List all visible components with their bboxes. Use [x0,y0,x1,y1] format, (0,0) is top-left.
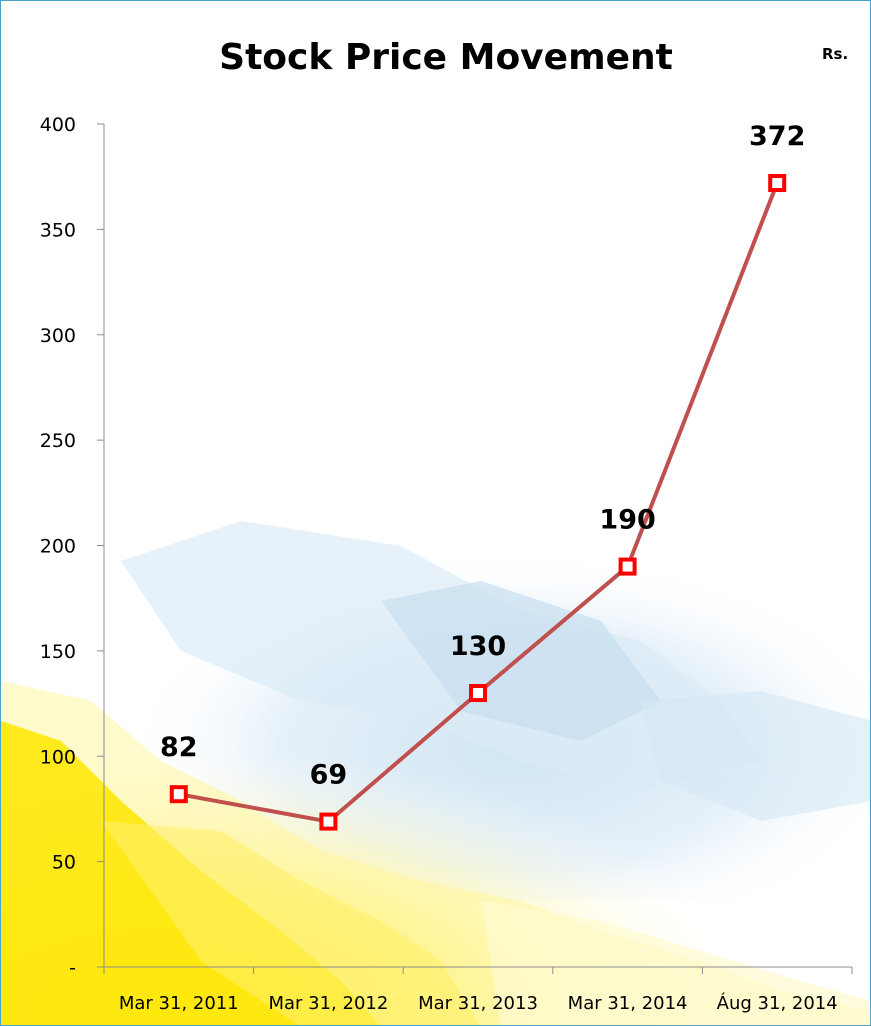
y-tick-label: 200 [40,536,76,558]
y-tick-label: 300 [40,325,76,347]
data-point-marker [319,812,338,831]
x-tick-label: Áug 31, 2014 [717,992,838,1014]
y-tick-label: 400 [40,114,76,136]
data-point-marker [618,557,637,576]
data-label: 372 [749,121,805,152]
data-label: 69 [310,760,348,791]
data-point-marker [169,785,188,804]
chart-title: Stock Price Movement [219,37,673,78]
y-tick-label: - [69,957,76,979]
y-tick-label: 350 [40,219,76,241]
data-point-marker [768,174,787,193]
y-tick-label: 100 [40,746,76,768]
data-label: 130 [450,631,506,662]
y-tick-label: 250 [40,430,76,452]
series-line [178,182,780,824]
x-tick-label: Mar 31, 2012 [268,993,388,1014]
y-tick-label: 150 [40,641,76,663]
data-point-marker [469,684,487,703]
x-tick-label: Mar 31, 2014 [568,993,688,1014]
x-tick-label: Mar 31, 2011 [119,993,239,1014]
x-tick-label: Mar 31, 2013 [418,993,538,1014]
unit-label: Rs. [822,45,849,63]
data-label: 82 [160,732,198,763]
data-label: 190 [599,505,655,536]
y-tick-label: 50 [52,852,76,874]
